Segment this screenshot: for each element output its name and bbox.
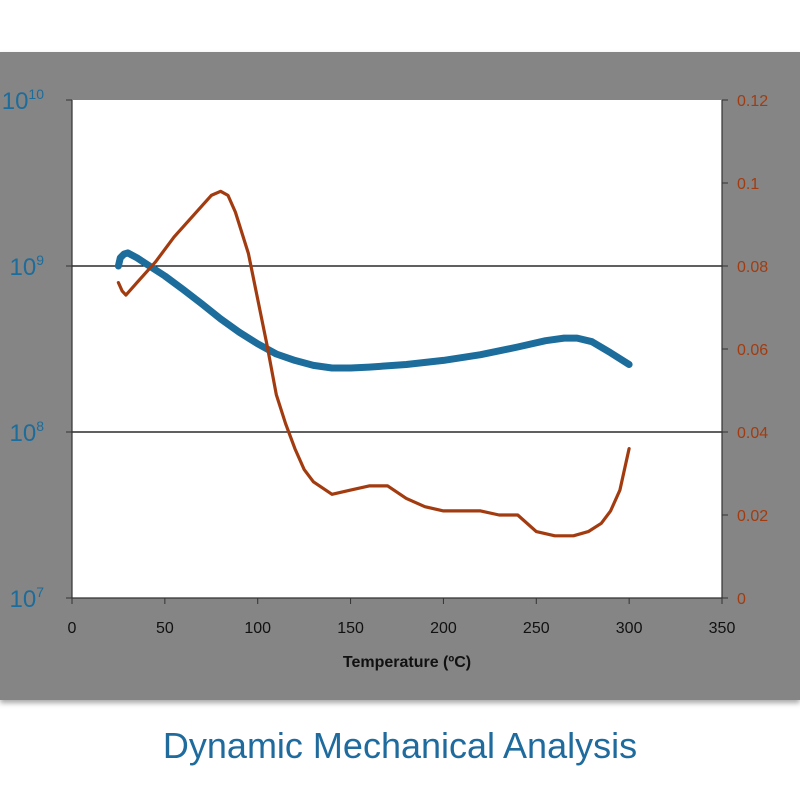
left-tick-exponent: 10 (28, 86, 44, 102)
x-axis-ticks: 0 50 100 150 200 250 300 350 (68, 598, 736, 637)
x-axis-label: Temperature (ºC) (343, 654, 471, 671)
x-tick-label: 100 (244, 620, 271, 637)
x-tick-label: 50 (156, 620, 174, 637)
left-tick-base: 10 (10, 254, 37, 281)
tan-delta-line (116, 189, 631, 538)
x-tick-label: 150 (337, 620, 364, 637)
right-tick-label: 0.02 (737, 508, 768, 525)
x-tick-label: 0 (68, 620, 77, 637)
left-tick-exponent: 7 (36, 584, 44, 600)
series-lines (114, 189, 633, 538)
right-tick-label: 0.08 (737, 259, 768, 276)
x-tick-label: 200 (430, 620, 457, 637)
left-tick-base: 10 (10, 420, 37, 447)
left-tick-label: 108 (10, 418, 45, 447)
x-tick-label: 300 (616, 620, 643, 637)
left-tick-exponent: 9 (36, 252, 44, 268)
right-tick-label: 0.04 (737, 425, 768, 442)
right-tick-label: 0.1 (737, 176, 759, 193)
right-tick-label: 0 (737, 591, 746, 608)
left-tick-base: 10 (10, 586, 37, 613)
plot-area (72, 100, 722, 598)
right-tick-label: 0.06 (737, 342, 768, 359)
caption: Dynamic Mechanical Analysis (162, 725, 638, 766)
left-tick-label: 109 (10, 252, 45, 281)
right-axis-ticks: 0 0.02 0.04 0.06 0.08 0.1 0.12 (722, 93, 768, 608)
left-tick-label: 107 (10, 584, 45, 613)
x-tick-label: 250 (523, 620, 550, 637)
storage-modulus-line (114, 249, 633, 372)
gridlines (72, 265, 722, 433)
x-tick-label: 350 (709, 620, 736, 637)
left-tick-label: 1010 (2, 86, 44, 115)
left-tick-exponent: 8 (36, 418, 44, 434)
right-tick-label: 0.12 (737, 93, 768, 110)
left-tick-base: 10 (2, 88, 29, 115)
